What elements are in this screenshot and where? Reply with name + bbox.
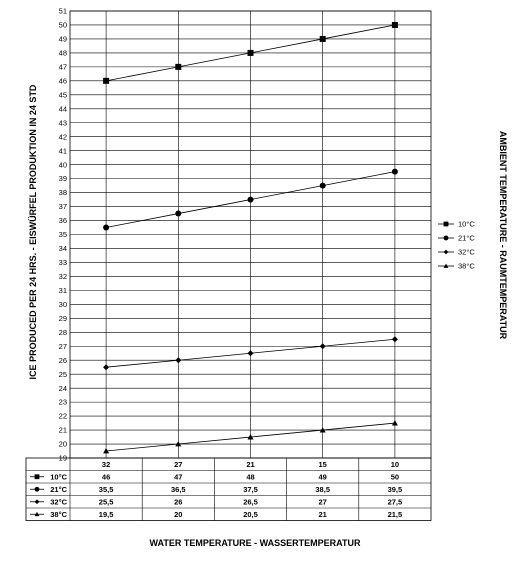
data-label: 48	[246, 472, 254, 481]
y-tick-label: 34	[59, 244, 67, 253]
legend-label: 21°C	[458, 234, 475, 243]
data-point-square	[103, 77, 110, 84]
data-point-circle	[319, 182, 326, 189]
data-point-diamond	[103, 364, 110, 371]
y-tick-label: 36	[59, 216, 67, 225]
x-tick-label: 10	[391, 460, 399, 469]
legend-label: 32°C	[458, 248, 475, 257]
y-tick-label: 32	[59, 272, 67, 281]
data-label: 46	[102, 472, 110, 481]
table-legend-marker	[34, 499, 40, 505]
y-tick-label: 24	[59, 384, 67, 393]
data-point-triangle	[319, 427, 326, 433]
data-point-square	[319, 35, 326, 42]
x-tick-label: 32	[102, 460, 110, 469]
table-legend-marker	[34, 474, 40, 480]
data-point-square	[391, 21, 398, 28]
y-tick-label: 29	[59, 314, 67, 323]
x-tick-label: 21	[246, 460, 254, 469]
y-tick-label: 38	[59, 188, 67, 197]
data-label: 50	[391, 472, 399, 481]
y-tick-label: 45	[59, 90, 67, 99]
y-tick-label: 48	[59, 49, 67, 58]
y-tick-label: 49	[59, 35, 67, 44]
data-point-diamond	[175, 357, 182, 364]
y-tick-label: 51	[59, 7, 67, 16]
data-label: 20	[174, 510, 182, 519]
data-point-diamond	[391, 336, 398, 343]
y-tick-label: 42	[59, 132, 67, 141]
table-series-name: 21°C	[50, 485, 67, 494]
data-table-frame	[25, 457, 432, 521]
y-tick-label: 22	[59, 412, 67, 421]
data-label: 49	[319, 472, 327, 481]
legend-marker-diamond	[443, 249, 449, 255]
data-point-diamond	[319, 343, 326, 350]
table-series-name: 32°C	[50, 497, 67, 506]
y-tick-label: 35	[59, 230, 67, 239]
y-tick-label: 39	[59, 174, 67, 183]
y-tick-label: 31	[59, 286, 67, 295]
table-series-name: 10°C	[50, 472, 67, 481]
y-tick-label: 28	[59, 328, 67, 337]
data-point-circle	[103, 224, 110, 231]
data-label: 26,5	[243, 497, 258, 506]
data-label: 35,5	[99, 485, 114, 494]
x-tick-label: 15	[319, 460, 327, 469]
y-tick-label: 46	[59, 76, 67, 85]
table-series-name: 38°C	[50, 510, 67, 519]
y-tick-label: 40	[59, 160, 67, 169]
data-label: 27,5	[388, 497, 403, 506]
legend-marker-circle	[443, 235, 449, 241]
legend-title: AMBIENT TEMPERATURE - RAUMTEMPERATUR	[498, 131, 508, 340]
y-axis-title: ICE PRODUCED PER 24 HRS. - EISWÜRFEL PRO…	[28, 84, 38, 379]
data-point-circle	[391, 168, 398, 175]
y-tick-label: 26	[59, 356, 67, 365]
data-label: 21,5	[388, 510, 403, 519]
y-tick-label: 41	[59, 146, 67, 155]
legend-marker-square	[443, 221, 449, 227]
data-point-triangle	[247, 434, 254, 440]
data-label: 20,5	[243, 510, 258, 519]
y-tick-label: 20	[59, 440, 67, 449]
data-point-triangle	[391, 420, 398, 426]
y-tick-label: 50	[59, 21, 67, 30]
table-legend-marker	[34, 486, 40, 492]
data-point-triangle	[175, 441, 182, 447]
legend-label: 10°C	[458, 220, 475, 229]
legend-label: 38°C	[458, 262, 475, 271]
table-legend-marker	[34, 511, 40, 517]
y-tick-label: 44	[59, 104, 67, 113]
data-label: 47	[174, 472, 182, 481]
data-label: 36,5	[171, 485, 186, 494]
y-tick-label: 23	[59, 398, 67, 407]
data-point-square	[175, 63, 182, 70]
data-point-square	[247, 49, 254, 56]
y-tick-label: 47	[59, 62, 67, 71]
data-label: 37,5	[243, 485, 258, 494]
y-tick-label: 33	[59, 258, 67, 267]
y-tick-label: 30	[59, 300, 67, 309]
data-label: 19,5	[99, 510, 114, 519]
data-label: 26	[174, 497, 182, 506]
data-label: 21	[319, 510, 327, 519]
data-label: 27	[319, 497, 327, 506]
data-point-diamond	[247, 350, 254, 357]
data-point-triangle	[103, 448, 110, 454]
data-label: 25,5	[99, 497, 114, 506]
y-tick-label: 25	[59, 370, 67, 379]
y-tick-label: 21	[59, 426, 67, 435]
y-tick-label: 37	[59, 202, 67, 211]
x-axis-title: WATER TEMPERATURE - WASSERTEMPERATUR	[150, 538, 361, 548]
data-label: 39,5	[388, 485, 403, 494]
data-point-circle	[247, 196, 254, 203]
y-tick-label: 43	[59, 118, 67, 127]
x-tick-label: 27	[174, 460, 182, 469]
y-tick-label: 27	[59, 342, 67, 351]
data-point-circle	[175, 210, 182, 217]
data-label: 38,5	[315, 485, 330, 494]
legend-marker-triangle	[443, 263, 449, 268]
